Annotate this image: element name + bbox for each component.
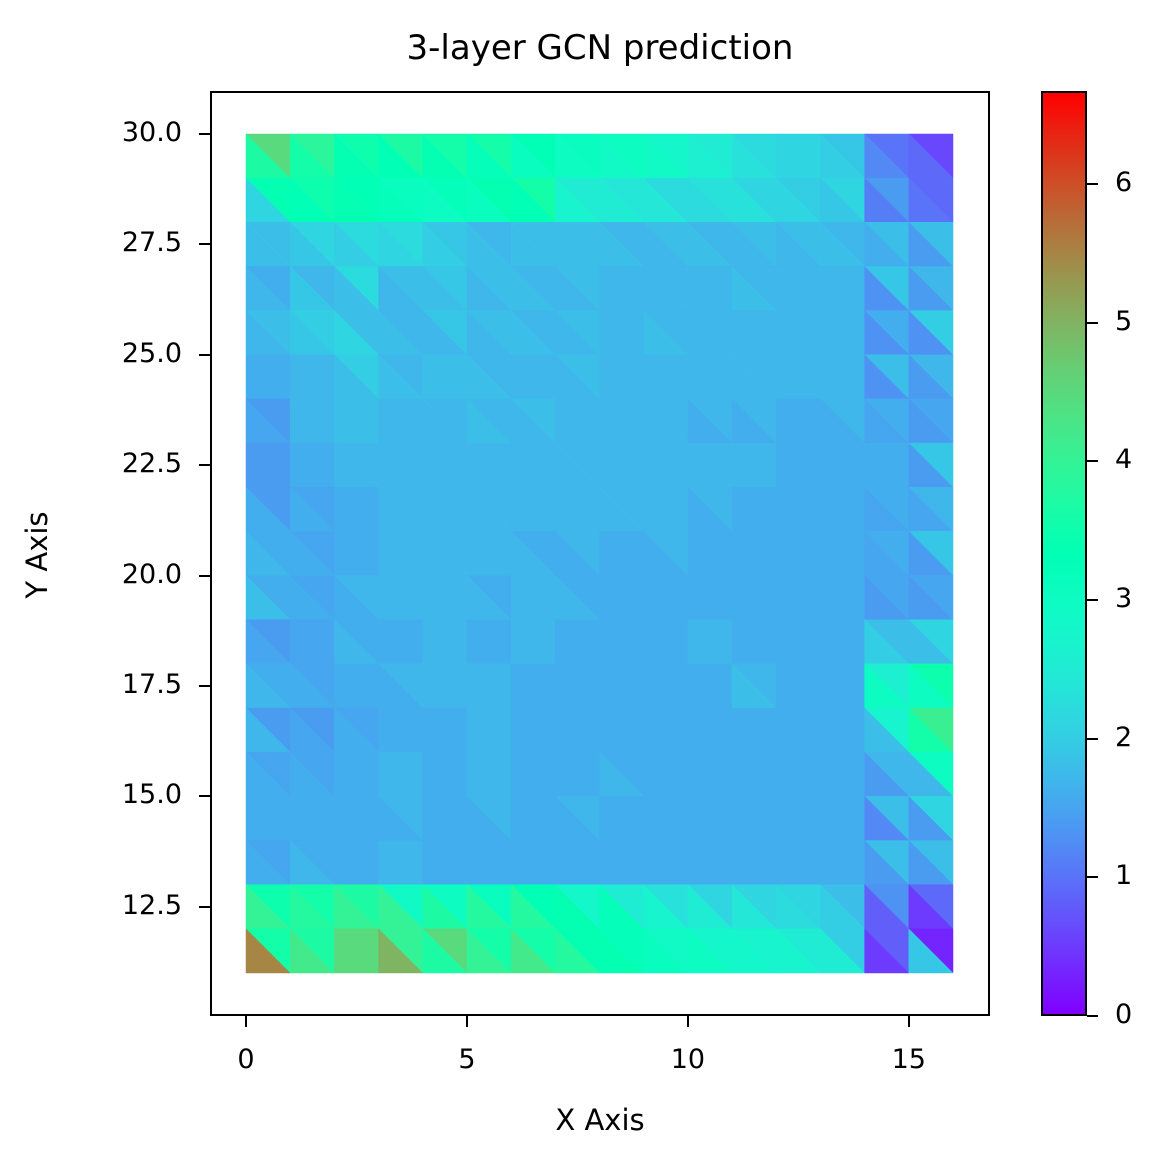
- y-tick-mark: [199, 464, 210, 467]
- colorbar-tick-label: 5: [1115, 305, 1133, 337]
- y-tick-label: 17.5: [121, 668, 182, 700]
- triangle-lower: [643, 928, 689, 974]
- triangle-lower: [908, 928, 954, 974]
- chart-title: 3-layer GCN prediction: [406, 28, 794, 68]
- triangle-lower: [864, 928, 910, 974]
- x-tick-mark: [907, 1016, 910, 1027]
- y-tick-label: 12.5: [121, 889, 182, 921]
- x-tick-mark: [465, 1016, 468, 1027]
- x-tick-label: 0: [237, 1044, 255, 1075]
- triangle-lower: [731, 928, 777, 974]
- colorbar-tick-mark: [1087, 182, 1098, 185]
- triangle-lower: [422, 928, 468, 974]
- colorbar-tick-label: 2: [1115, 721, 1133, 753]
- triangle-lower: [555, 928, 601, 974]
- triangle-lower: [289, 928, 335, 974]
- triangle-lower: [820, 928, 866, 974]
- colorbar-tick-label: 3: [1115, 582, 1133, 614]
- x-tick-label: 5: [458, 1044, 476, 1075]
- y-tick-label: 30.0: [121, 117, 182, 148]
- y-tick-label: 22.5: [121, 448, 182, 480]
- plot-area: [210, 91, 990, 1016]
- y-tick-mark: [199, 684, 210, 687]
- triangle-lower: [466, 928, 512, 974]
- x-tick-label: 10: [670, 1044, 706, 1075]
- x-tick-mark: [686, 1016, 689, 1027]
- y-tick-mark: [199, 795, 210, 798]
- y-tick-label: 27.5: [121, 227, 182, 259]
- colorbar-tick-label: 0: [1115, 999, 1133, 1030]
- y-tick-label: 20.0: [121, 558, 182, 590]
- colorbar-tick-mark: [1087, 737, 1098, 740]
- y-tick-label: 15.0: [121, 779, 182, 811]
- colorbar-tick-label: 6: [1115, 166, 1133, 198]
- colorbar-tick-mark: [1087, 598, 1098, 601]
- colorbar-tick-mark: [1087, 460, 1098, 463]
- triangle-lower: [599, 928, 645, 974]
- triangle-lower: [245, 928, 291, 974]
- y-axis-label: Y Axis: [20, 511, 54, 599]
- triangle-lower: [378, 928, 424, 974]
- x-tick-label: 15: [891, 1044, 926, 1075]
- colorbar-tick-mark: [1087, 876, 1098, 879]
- colorbar-tick-mark: [1087, 321, 1098, 324]
- colorbar: [1041, 91, 1087, 1016]
- y-tick-mark: [199, 133, 210, 135]
- triangle-lower: [776, 928, 822, 974]
- y-tick-mark: [199, 243, 210, 246]
- x-axis-label: X Axis: [555, 1103, 645, 1137]
- colorbar-tick-label: 4: [1115, 444, 1133, 476]
- y-tick-mark: [199, 353, 210, 356]
- triangle-lower: [687, 928, 733, 974]
- y-tick-label: 25.0: [121, 337, 182, 369]
- colorbar-tick-mark: [1087, 1015, 1098, 1017]
- triangle-lower: [334, 928, 380, 974]
- colorbar-tick-label: 1: [1115, 860, 1133, 892]
- x-tick-mark: [245, 1016, 247, 1027]
- y-tick-mark: [199, 905, 210, 908]
- triangle-lower: [510, 928, 556, 974]
- y-tick-mark: [199, 574, 210, 577]
- heatmap-triangles: [245, 133, 954, 974]
